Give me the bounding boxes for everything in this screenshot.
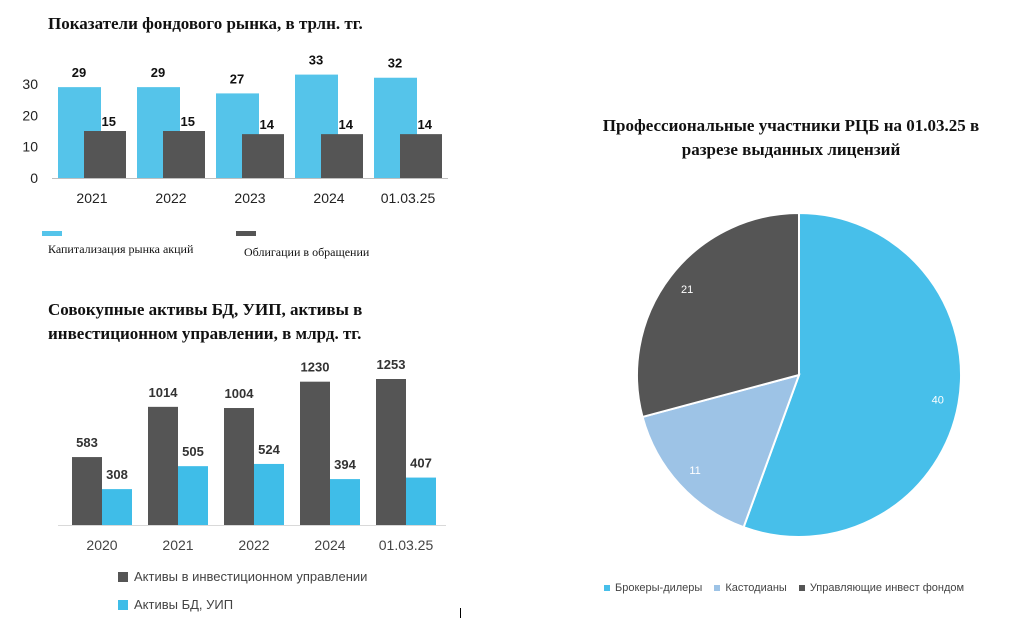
chart2-data-label: 308 <box>106 467 128 482</box>
chart1-x-tick-label: 2023 <box>234 190 265 206</box>
chart2-bar-bd-uip <box>330 479 360 525</box>
legend-label: Активы БД, УИП <box>134 597 234 612</box>
chart3-legend: Брокеры-дилеры Кастодианы Управляющие ин… <box>604 582 976 594</box>
pie-slice <box>636 211 800 419</box>
chart1-bar-bonds <box>84 131 126 178</box>
chart2-legend-item-0: Активы в инвестиционном управлении <box>118 569 367 584</box>
chart1-y-tick-label: 20 <box>22 107 38 123</box>
legend-label: Управляющие инвест фондом <box>809 582 965 594</box>
chart1-y-tick-label: 0 <box>30 170 38 186</box>
chart1-data-label: 14 <box>260 117 275 132</box>
chart2-bar-bd-uip <box>102 489 132 525</box>
legend-label: Брокеры-дилеры <box>615 582 703 594</box>
chart1-y-tick-label: 30 <box>22 76 38 92</box>
chart1-y-tick-label: 10 <box>22 139 38 155</box>
chart1-title: Показатели фондового рынка, в трлн. тг. <box>48 14 363 33</box>
legend-label: Кастодианы <box>725 582 787 594</box>
legend-swatch <box>714 585 721 591</box>
chart2-bar-bd-uip <box>406 477 436 525</box>
legend-swatch <box>42 231 62 236</box>
legend-swatch <box>118 571 128 582</box>
legend-swatch <box>118 599 128 610</box>
chart1-legend-item-0: Капитализация рынка акций <box>42 231 242 261</box>
chart3-legend-item-0: Брокеры-дилеры <box>604 582 702 594</box>
text-cursor <box>460 608 461 618</box>
chart2-data-label: 505 <box>182 444 204 459</box>
chart1-data-label: 32 <box>388 56 402 71</box>
chart1-bar-bonds <box>242 134 284 178</box>
chart2-x-tick-label: 2022 <box>238 537 269 553</box>
legend-swatch <box>798 585 805 591</box>
chart1-data-label: 29 <box>72 65 86 80</box>
chart1-data-label: 29 <box>151 65 165 80</box>
pie-slice-label: 21 <box>681 284 693 296</box>
legend-label: Капитализация рынка акций <box>48 242 194 256</box>
chart1-x-tick-label: 2024 <box>313 190 344 206</box>
chart1-data-label: 33 <box>309 53 323 68</box>
chart2-x-tick-label: 2021 <box>162 537 193 553</box>
chart1-data-label: 15 <box>181 114 195 129</box>
chart3-legend-item-1: Кастодианы <box>714 582 787 594</box>
chart2-x-tick-label: 2020 <box>86 537 117 553</box>
legend-label: Активы в инвестиционном управлении <box>134 569 368 584</box>
chart2-bar-bd-uip <box>254 463 284 525</box>
chart2-data-label: 1230 <box>301 360 330 375</box>
chart1-legend-item-1: Облигации в обращении <box>236 231 436 261</box>
chart2-bar-investment-assets <box>300 381 330 525</box>
chart2-x-tick-label: 2024 <box>314 537 345 553</box>
chart1-bar-bonds <box>400 134 442 178</box>
chart1-data-label: 15 <box>102 114 116 129</box>
chart2-bar-investment-assets <box>148 406 178 525</box>
chart1-bar-bonds <box>321 134 363 178</box>
chart2-x-tick-label: 01.03.25 <box>379 537 434 553</box>
chart1-data-label: 14 <box>418 117 433 132</box>
chart1-data-label: 14 <box>339 117 354 132</box>
chart2-legend-item-1: Активы БД, УИП <box>118 597 233 612</box>
chart1-x-tick-label: 2022 <box>155 190 186 206</box>
chart1-x-tick-label: 01.03.25 <box>381 190 436 206</box>
chart2-bar-investment-assets <box>72 457 102 525</box>
pie-slice-label: 11 <box>689 465 700 477</box>
chart2-bar-investment-assets <box>376 379 406 525</box>
legend-swatch <box>236 231 256 236</box>
chart2-data-label: 1014 <box>149 385 179 400</box>
pie-slice <box>742 211 962 538</box>
chart2-data-label: 524 <box>258 442 280 457</box>
chart2-bar-bd-uip <box>178 466 208 525</box>
chart1-bar-bonds <box>163 131 205 178</box>
chart2-data-label: 1253 <box>377 357 406 372</box>
pie-slice-label: 40 <box>932 394 944 406</box>
chart2-bar-investment-assets <box>224 408 254 525</box>
chart3-title: Профессиональные участники РЦБ на 01.03.… <box>602 116 980 159</box>
chart2-title: Совокупные активы БД, УИП, активы в инве… <box>48 300 363 343</box>
legend-swatch <box>604 585 610 591</box>
chart2-data-label: 394 <box>334 457 356 472</box>
legend-label: Облигации в обращении <box>244 245 370 259</box>
chart2-data-label: 407 <box>410 456 432 471</box>
pie-slice <box>641 373 801 529</box>
chart1-x-tick-label: 2021 <box>76 190 107 206</box>
chart1-data-label: 27 <box>230 71 244 86</box>
chart2-data-label: 583 <box>76 435 98 450</box>
chart2-data-label: 1004 <box>225 386 255 401</box>
chart3-legend-item-2: Управляющие инвест фондом <box>798 582 965 594</box>
